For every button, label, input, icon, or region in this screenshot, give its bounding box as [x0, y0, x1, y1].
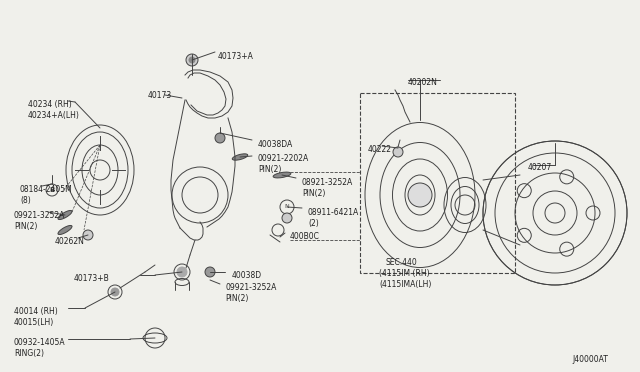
- Circle shape: [215, 133, 225, 143]
- Text: 40222: 40222: [368, 145, 392, 154]
- Text: 40015(LH): 40015(LH): [14, 318, 54, 327]
- Ellipse shape: [232, 154, 248, 160]
- Text: 40173: 40173: [148, 91, 172, 100]
- Text: N: N: [285, 205, 289, 209]
- Text: 40262N: 40262N: [55, 237, 85, 246]
- Text: 09921-3252A: 09921-3252A: [14, 211, 65, 220]
- Text: 400B0C: 400B0C: [290, 232, 320, 241]
- Text: (4115IM (RH): (4115IM (RH): [379, 269, 429, 278]
- Text: 40234 (RH): 40234 (RH): [28, 100, 72, 109]
- Ellipse shape: [58, 225, 72, 235]
- Text: 00932-1405A: 00932-1405A: [14, 338, 66, 347]
- Circle shape: [282, 213, 292, 223]
- Text: B: B: [49, 187, 54, 193]
- Text: PIN(2): PIN(2): [14, 222, 37, 231]
- Text: (2): (2): [308, 219, 319, 228]
- Text: (4115IMA(LH): (4115IMA(LH): [379, 280, 431, 289]
- Text: PIN(2): PIN(2): [258, 165, 282, 174]
- Circle shape: [186, 54, 198, 66]
- Text: 40014 (RH): 40014 (RH): [14, 307, 58, 316]
- Ellipse shape: [58, 211, 72, 219]
- Text: RING(2): RING(2): [14, 349, 44, 358]
- Circle shape: [83, 230, 93, 240]
- Circle shape: [393, 147, 403, 157]
- Text: 40173+A: 40173+A: [218, 52, 254, 61]
- Text: 40038D: 40038D: [232, 271, 262, 280]
- Text: 00921-2202A: 00921-2202A: [258, 154, 309, 163]
- Circle shape: [189, 57, 195, 63]
- Text: 40038DA: 40038DA: [258, 140, 293, 149]
- Text: 40202N: 40202N: [408, 78, 438, 87]
- Circle shape: [177, 267, 187, 277]
- Text: 08911-6421A: 08911-6421A: [308, 208, 359, 217]
- Text: 09921-3252A: 09921-3252A: [225, 283, 276, 292]
- Text: PIN(2): PIN(2): [302, 189, 325, 198]
- Text: J40000AT: J40000AT: [572, 355, 608, 364]
- Circle shape: [111, 288, 119, 296]
- Ellipse shape: [273, 172, 291, 178]
- Text: 08184-2405M: 08184-2405M: [20, 185, 73, 194]
- Text: SEC.440: SEC.440: [385, 258, 417, 267]
- Text: PIN(2): PIN(2): [225, 294, 248, 303]
- Circle shape: [408, 183, 432, 207]
- Text: 40173+B: 40173+B: [74, 274, 109, 283]
- Text: (8): (8): [20, 196, 31, 205]
- Circle shape: [205, 267, 215, 277]
- Text: 40234+A(LH): 40234+A(LH): [28, 111, 80, 120]
- Text: 08921-3252A: 08921-3252A: [302, 178, 353, 187]
- Text: 40207: 40207: [528, 163, 552, 172]
